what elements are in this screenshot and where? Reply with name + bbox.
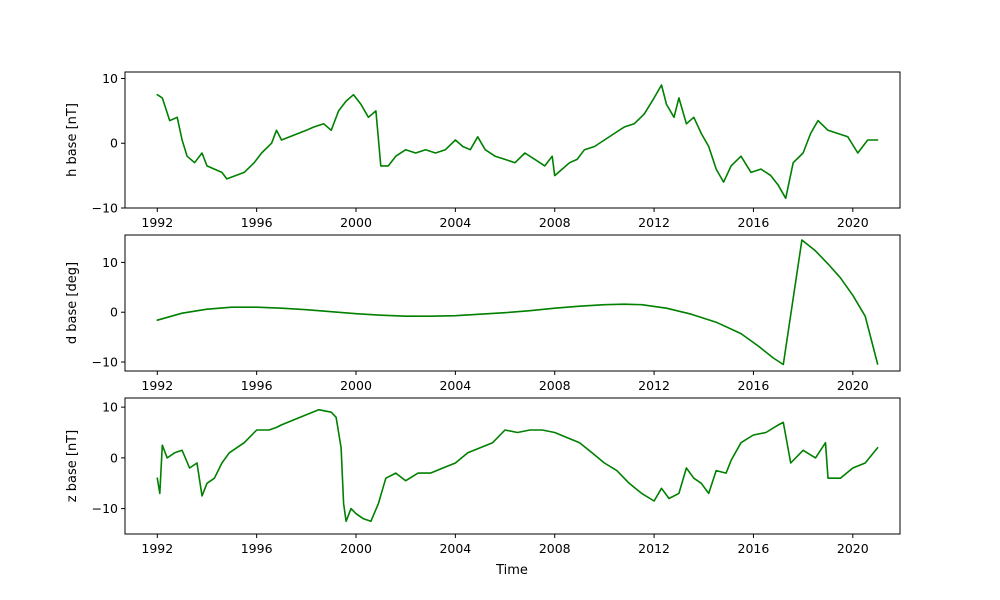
z-base-y-tick-label: 10 <box>102 400 118 415</box>
h-base-x-tick-label: 1996 <box>241 215 273 230</box>
d-base-x-tick-label: 2004 <box>439 378 471 393</box>
d-base-x-tick-label: 2020 <box>837 378 869 393</box>
h-base-y-tick-label: 0 <box>110 136 118 151</box>
h-base-x-tick-label: 2004 <box>439 215 471 230</box>
d-base-x-tick-label: 1992 <box>141 378 173 393</box>
d-base-x-tick-label: 1996 <box>241 378 273 393</box>
z-base-x-tick-label: 1992 <box>141 541 173 556</box>
h-base-x-ticks: 1992 1996 2000 2004 2008 2012 2016 2020 <box>141 208 869 230</box>
z-base-y-tick-label: −10 <box>92 501 118 516</box>
h-base-x-tick-label: 1992 <box>141 215 173 230</box>
h-base-axes-frame <box>124 71 901 209</box>
d-base-y-label: d base [deg] <box>65 262 80 344</box>
h-base-x-tick-label: 2008 <box>539 215 571 230</box>
z-base-x-tick-label: 1996 <box>241 541 273 556</box>
z-base-axes-frame <box>124 397 901 535</box>
z-base-y-ticks: −10 0 10 <box>92 400 125 516</box>
d-base-y-tick-label: 0 <box>110 305 118 320</box>
d-base-x-tick-label: 2012 <box>638 378 670 393</box>
z-base-x-tick-label: 2012 <box>638 541 670 556</box>
z-base-x-tick-label: 2020 <box>837 541 869 556</box>
d-base-x-tick-label: 2016 <box>738 378 770 393</box>
h-base-y-ticks: −10 0 10 <box>92 71 125 216</box>
d-base-x-tick-label: 2000 <box>340 378 372 393</box>
z-base-x-tick-label: 2008 <box>539 541 571 556</box>
d-base-y-ticks: −10 0 10 <box>92 255 125 370</box>
z-base-line <box>156 408 879 523</box>
z-base-x-tick-label: 2016 <box>738 541 770 556</box>
h-base-x-tick-label: 2012 <box>638 215 670 230</box>
z-base-y-tick-label: 0 <box>110 450 118 465</box>
x-axis-label: Time <box>495 563 528 578</box>
h-base-line <box>156 84 879 200</box>
z-base-y-label: z base [nT] <box>65 430 80 502</box>
h-base-x-tick-label: 2016 <box>738 215 770 230</box>
h-base-x-tick-label: 2000 <box>340 215 372 230</box>
z-base-x-ticks: 1992 1996 2000 2004 2008 2012 2016 2020 <box>141 534 869 556</box>
d-base-axes-frame <box>124 234 901 372</box>
h-base-x-tick-label: 2020 <box>837 215 869 230</box>
d-base-y-tick-label: −10 <box>92 355 118 370</box>
z-base-x-tick-label: 2004 <box>439 541 471 556</box>
h-base-y-tick-label: 10 <box>102 71 118 86</box>
d-base-x-ticks: 1992 1996 2000 2004 2008 2012 2016 2020 <box>141 371 869 393</box>
d-base-x-tick-label: 2008 <box>539 378 571 393</box>
h-base-y-tick-label: −10 <box>92 201 118 216</box>
d-base-line <box>156 239 879 366</box>
h-base-y-label: h base [nT] <box>65 103 80 177</box>
d-base-y-tick-label: 10 <box>102 255 118 270</box>
z-base-x-tick-label: 2000 <box>340 541 372 556</box>
